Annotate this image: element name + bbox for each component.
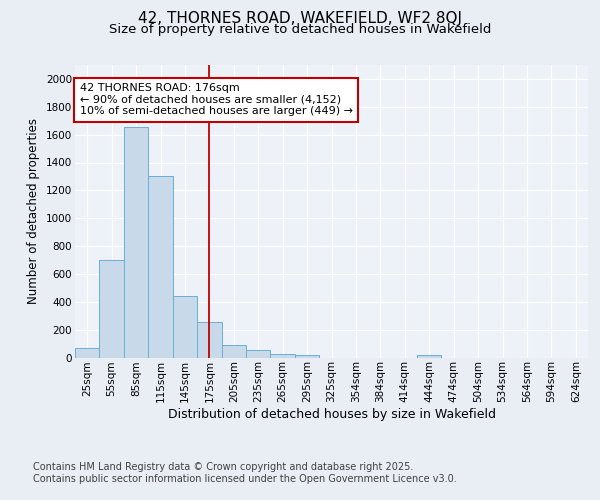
Bar — [221, 345, 246, 358]
Bar — [271, 354, 295, 358]
Text: 42, THORNES ROAD, WAKEFIELD, WF2 8QJ: 42, THORNES ROAD, WAKEFIELD, WF2 8QJ — [138, 11, 462, 26]
Bar — [148, 176, 173, 358]
X-axis label: Distribution of detached houses by size in Wakefield: Distribution of detached houses by size … — [167, 408, 496, 421]
Bar — [295, 355, 319, 358]
Bar — [417, 356, 442, 358]
Bar — [100, 260, 124, 358]
Text: Contains HM Land Registry data © Crown copyright and database right 2025.
Contai: Contains HM Land Registry data © Crown c… — [33, 462, 457, 484]
Text: 42 THORNES ROAD: 176sqm
← 90% of detached houses are smaller (4,152)
10% of semi: 42 THORNES ROAD: 176sqm ← 90% of detache… — [80, 83, 353, 116]
Bar — [75, 348, 100, 358]
Bar — [246, 350, 271, 358]
Bar — [173, 296, 197, 358]
Text: Size of property relative to detached houses in Wakefield: Size of property relative to detached ho… — [109, 23, 491, 36]
Y-axis label: Number of detached properties: Number of detached properties — [28, 118, 40, 304]
Bar — [197, 322, 221, 358]
Bar — [124, 127, 148, 358]
